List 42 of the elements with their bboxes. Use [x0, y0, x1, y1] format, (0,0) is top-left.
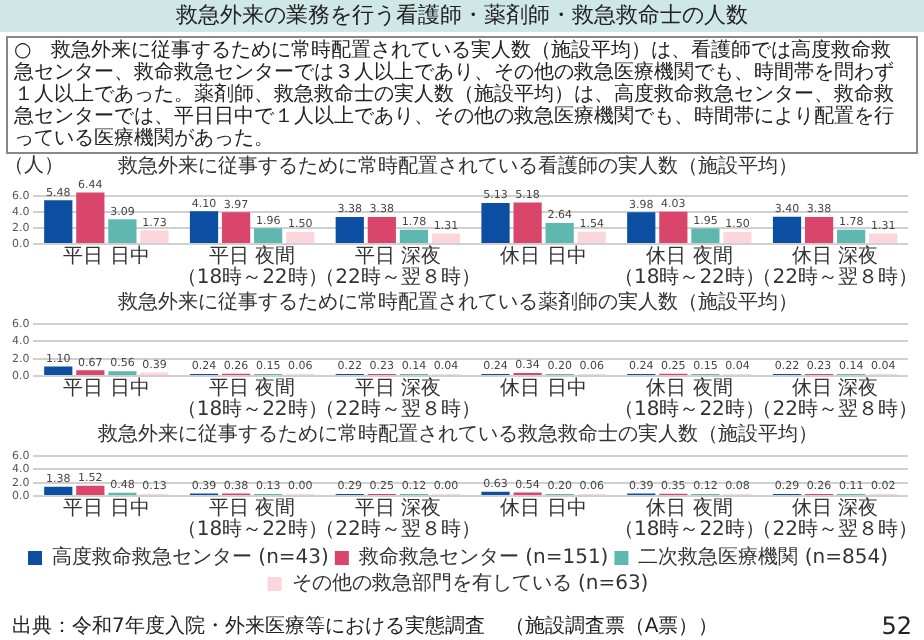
bar — [108, 219, 137, 243]
legend-label: 高度救命救急センター (n=43) — [52, 545, 330, 570]
text: 52 — [881, 612, 912, 640]
bar — [691, 228, 720, 243]
bar — [513, 202, 542, 243]
x-tick-label: 休日 日中 — [500, 495, 587, 520]
bar — [44, 200, 73, 243]
legend-label: 救命救急センター (n=151) — [356, 545, 609, 570]
bar — [659, 211, 688, 243]
x-tick-label: 休日 日中 — [500, 375, 587, 400]
bar — [545, 222, 574, 243]
bar — [286, 232, 315, 243]
x-tick-label: 平日 日中 — [63, 495, 150, 520]
x-tick-label: 休日 日中 — [500, 243, 587, 268]
x-tick-label: 平日 日中 — [63, 243, 150, 268]
legend-label: その他の救急部門を有している (n=63) — [291, 571, 649, 596]
bar — [367, 216, 396, 243]
bar — [723, 232, 752, 243]
bar — [140, 230, 169, 243]
bar — [189, 211, 219, 243]
bar — [772, 216, 802, 243]
bar — [869, 233, 898, 243]
bar — [804, 216, 834, 243]
y-axis-title: （人） — [4, 155, 64, 178]
bar — [627, 212, 656, 243]
bar — [399, 229, 429, 243]
bar — [221, 212, 251, 243]
legend-label: 二次救急医療機関 (n=854) — [638, 545, 889, 570]
text: ○ 救急外来に従事するために常時配置されている実人数（施設平均）は、看護師では高度救命救急センター、救命救急センターでは３人以上であり、その他の救急医療機関でも、時間帯を問わず１人以上であった。薬剤師、救急救命士の実人数（施設平均）は、高度救命救急センター、救命救急センターでは、平日日中で１人以上であり、その他の救急医療機関でも、時間帯により配置を行っている医療機関があった。 — [6, 36, 918, 154]
chart-title: 救急外来に従事するために常時配置されている看護師の実人数（施設平均） — [116, 154, 798, 179]
text: 救急外来の業務を行う看護師・薬剤師・救急救命士の人数 — [0, 0, 924, 32]
chart-title: 救急外来に従事するために常時配置されている救急救命士の実人数（施設平均） — [96, 422, 818, 447]
bar — [577, 231, 606, 243]
x-tick-label: 平日 日中 — [63, 375, 150, 400]
bar — [76, 192, 105, 243]
bar — [335, 216, 364, 243]
bar — [837, 229, 866, 243]
bar — [431, 233, 461, 243]
bar — [254, 228, 283, 243]
chart-title: 救急外来に従事するために常時配置されている薬剤師の実人数（施設平均） — [116, 290, 798, 315]
bar — [481, 202, 510, 243]
source-note: 出典：令和7年度入院・外来医療等における実態調査 （施設調査票（A票）） — [12, 614, 719, 640]
